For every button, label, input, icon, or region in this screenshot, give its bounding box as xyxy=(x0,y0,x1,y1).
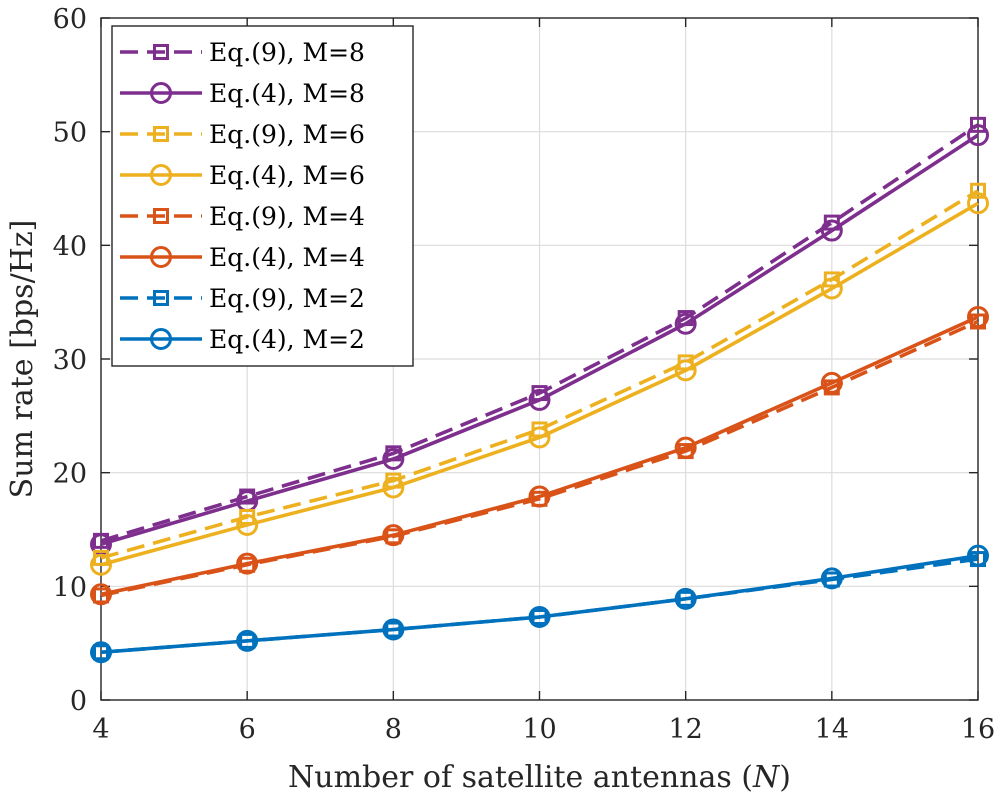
data-point-marker xyxy=(382,524,405,547)
data-point-marker xyxy=(820,371,843,394)
x-tick-label: 12 xyxy=(668,714,702,745)
legend-item: Eq.(4), M=6 xyxy=(120,161,365,190)
legend: Eq.(9), M=8 Eq.(4), M=8 Eq.(9), M=6 Eq.(4),… xyxy=(111,25,414,367)
x-axis-label-close-paren: ) xyxy=(779,760,791,795)
legend-label: Eq.(9), M=6 xyxy=(209,120,365,149)
data-point-marker xyxy=(967,544,989,567)
data-point-marker xyxy=(236,629,259,652)
axis-labels: Number of satellite antennas (N) Sum rat… xyxy=(5,220,791,795)
legend-label: Eq.(4), M=8 xyxy=(209,79,365,108)
legend-label: Eq.(4), M=2 xyxy=(209,325,365,354)
series-line xyxy=(100,315,979,597)
data-point-marker xyxy=(93,587,109,604)
legend-item: Eq.(4), M=2 xyxy=(120,325,365,354)
series-7 xyxy=(90,544,989,664)
data-point-marker xyxy=(674,312,697,335)
legend-item: Eq.(9), M=6 xyxy=(120,120,365,149)
data-point-marker xyxy=(528,606,551,629)
x-tick-label: 10 xyxy=(522,714,556,745)
x-tick-label: 4 xyxy=(92,714,109,745)
legend-marker-sample xyxy=(153,126,169,142)
data-point-marker xyxy=(967,192,989,215)
data-point-marker xyxy=(90,583,112,606)
data-point-marker xyxy=(528,485,551,508)
series-3 xyxy=(90,192,989,576)
legend-item: Eq.(4), M=4 xyxy=(120,243,365,272)
x-tick-label: 16 xyxy=(961,714,995,745)
y-tick-label: 30 xyxy=(53,345,87,376)
x-axis-label: Number of satellite antennas (N) xyxy=(288,760,791,795)
x-axis-label-variable: N xyxy=(752,760,781,795)
data-point-marker xyxy=(820,567,843,590)
data-point-marker xyxy=(382,448,405,471)
data-point-marker xyxy=(90,553,112,576)
data-point-marker xyxy=(820,277,843,300)
series-line xyxy=(100,123,980,543)
legend-item: Eq.(9), M=4 xyxy=(120,202,365,231)
data-point-marker xyxy=(820,219,843,242)
data-point-marker xyxy=(823,271,840,288)
series-line xyxy=(100,553,979,655)
legend-marker-sample xyxy=(153,208,169,224)
legend-label: Eq.(9), M=8 xyxy=(209,38,365,67)
y-axis-label: Sum rate [bps/Hz] xyxy=(5,220,40,499)
legend-item: Eq.(9), M=2 xyxy=(120,284,365,313)
legend-marker-sample xyxy=(150,328,172,350)
series-layer xyxy=(90,116,989,664)
series-5 xyxy=(90,305,989,606)
axis-ticks: 4 6 8 10 12 14 16 0 10 20 30 40 50 60 xyxy=(53,4,996,745)
legend-marker-sample xyxy=(150,164,172,186)
legend-marker-sample xyxy=(150,82,172,104)
data-point-marker xyxy=(970,182,986,199)
data-point-marker xyxy=(239,488,256,505)
series-1 xyxy=(90,124,989,556)
x-axis-label-text: Number of satellite antennas xyxy=(288,760,732,795)
data-point-marker xyxy=(970,116,986,133)
y-tick-label: 20 xyxy=(53,459,87,490)
series-line xyxy=(100,133,979,547)
data-point-marker xyxy=(236,513,259,536)
y-tick-label: 50 xyxy=(53,118,87,149)
data-point-marker xyxy=(528,388,551,411)
legend-label: Eq.(9), M=2 xyxy=(209,284,365,313)
legend-item: Eq.(9), M=8 xyxy=(120,38,365,67)
y-tick-label: 0 xyxy=(70,686,87,717)
y-tick-label: 60 xyxy=(53,4,87,35)
data-point-marker xyxy=(90,641,112,664)
legend-marker-sample xyxy=(153,290,169,306)
legend-label: Eq.(4), M=6 xyxy=(209,161,365,190)
data-point-marker xyxy=(967,124,989,147)
series-line xyxy=(100,201,979,567)
data-point-marker xyxy=(674,436,697,459)
legend-marker-sample xyxy=(150,246,172,268)
y-tick-label: 10 xyxy=(53,572,87,603)
data-point-marker xyxy=(674,359,697,382)
data-point-marker xyxy=(382,618,405,641)
data-point-marker xyxy=(382,476,405,499)
legend-label: Eq.(9), M=4 xyxy=(209,202,365,231)
legend-label: Eq.(4), M=4 xyxy=(209,243,365,272)
x-tick-label: 8 xyxy=(385,714,402,745)
data-point-marker xyxy=(967,305,989,328)
legend-marker-sample xyxy=(153,44,169,60)
x-axis-label-open-paren: ( xyxy=(732,760,753,795)
data-point-marker xyxy=(528,426,551,449)
legend-box xyxy=(111,25,414,367)
x-tick-label: 6 xyxy=(239,714,256,745)
data-point-marker xyxy=(236,552,259,575)
y-tick-label: 40 xyxy=(53,231,87,262)
x-tick-label: 14 xyxy=(815,714,849,745)
data-point-marker xyxy=(674,587,697,610)
legend-item: Eq.(4), M=8 xyxy=(120,79,365,108)
